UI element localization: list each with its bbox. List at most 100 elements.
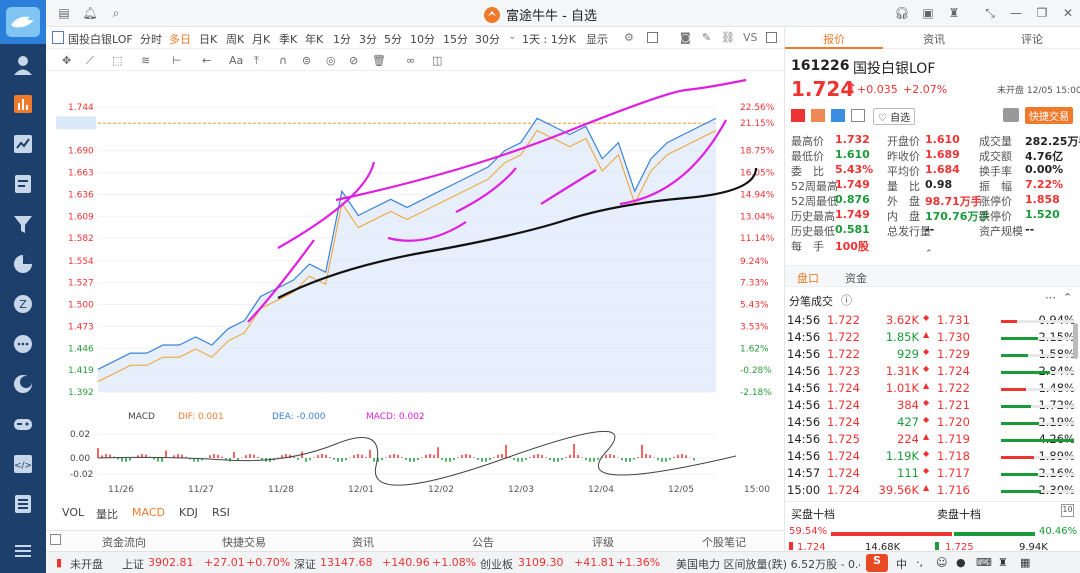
moon-icon[interactable] — [12, 373, 34, 395]
subtab-orderbook[interactable]: 盘口 — [797, 272, 819, 285]
more-icon[interactable]: ⋯ — [1045, 291, 1056, 304]
subtab-funds[interactable]: 资金 — [845, 272, 867, 285]
line-tool-icon[interactable]: ⟋ — [86, 54, 94, 67]
h-line-tool-icon[interactable]: ⊢ — [172, 54, 182, 67]
alert-icon[interactable] — [811, 109, 825, 122]
trend-icon[interactable] — [12, 133, 34, 155]
price-chart[interactable]: 1.74422.56%1.72421.15%1.69018.75%1.66316… — [46, 72, 784, 500]
ime-emoji-icon[interactable]: ☺ — [936, 556, 948, 569]
tab-info[interactable]: 资讯 — [923, 33, 945, 46]
period-tab-3[interactable]: 周K — [226, 33, 245, 46]
period-tab-10[interactable]: 10分 — [410, 33, 435, 46]
period-tab-5[interactable]: 季K — [279, 33, 298, 46]
link-icon[interactable]: ⛓︎ — [721, 31, 735, 44]
trash-icon[interactable]: 🗑︎ — [372, 54, 386, 67]
panel-icon[interactable] — [52, 31, 64, 44]
watchlist-button[interactable]: ♡ 自选 — [873, 108, 916, 125]
collapse-panel-icon[interactable]: ⌃ — [1063, 291, 1073, 304]
indicator-tab-rsi[interactable]: RSI — [212, 506, 230, 519]
search-icon[interactable]: ⌕ — [112, 6, 120, 20]
bag-icon[interactable]: ▣ — [922, 6, 934, 20]
indicator-tab-volratio[interactable]: 量比 — [96, 508, 118, 521]
nav-notes[interactable]: 个股笔记 — [702, 536, 746, 549]
layers-icon[interactable]: ◫ — [432, 54, 443, 67]
info-icon[interactable]: ⓘ — [841, 294, 852, 307]
period-tab-11[interactable]: 15分 — [443, 33, 468, 46]
ime-punct-icon[interactable]: ·, — [916, 556, 923, 569]
depth-toggle-icon[interactable]: 10 — [1061, 504, 1074, 517]
move-icon[interactable]: ✥ — [62, 54, 72, 67]
camera-icon[interactable]: ◙ — [680, 31, 691, 44]
display-select[interactable]: 显示 — [586, 33, 608, 46]
period-tab-12[interactable]: 30分 — [475, 33, 500, 46]
note-icon[interactable] — [851, 109, 865, 122]
period-tab-4[interactable]: 月K — [252, 33, 271, 46]
period-tab-0[interactable]: 分时 — [140, 33, 162, 46]
eye-icon[interactable]: ◎ — [326, 54, 336, 67]
quick-trade-button[interactable]: 快捷交易 — [1025, 107, 1073, 124]
ime-keyboard-icon[interactable]: ⌨ — [976, 556, 992, 569]
restore-icon[interactable]: ❐ — [1036, 6, 1048, 20]
ticks-scrollbar[interactable] — [1073, 323, 1078, 359]
expand-chevron-icon[interactable]: ⌃ — [925, 249, 933, 259]
sh-label[interactable]: 上证 — [122, 558, 144, 571]
text-tool-icon[interactable]: Aa — [229, 54, 244, 67]
period-tab-8[interactable]: 3分 — [359, 33, 377, 46]
app-logo[interactable] — [0, 0, 46, 44]
magnet-icon[interactable]: ∩ — [279, 54, 288, 67]
compare-icon[interactable] — [831, 109, 845, 122]
chat-icon[interactable] — [12, 333, 34, 355]
fib-tool-icon[interactable]: ⤒ — [254, 54, 259, 67]
security-name[interactable]: 国投白银LOF — [68, 33, 133, 46]
nav-announcements[interactable]: 公告 — [472, 536, 494, 549]
tab-quote[interactable]: 报价 — [823, 33, 845, 46]
period-tab-7[interactable]: 1分 — [333, 33, 351, 46]
sz-label[interactable]: 深证 — [294, 558, 316, 571]
wave-tool-icon[interactable]: ≋ — [141, 54, 151, 67]
nav-news[interactable]: 资讯 — [352, 536, 374, 549]
chain-icon[interactable]: ∞ — [406, 54, 416, 67]
report-icon[interactable] — [12, 173, 34, 195]
tab-comments[interactable]: 评论 — [1021, 33, 1043, 46]
nav-ratings[interactable]: 评级 — [592, 536, 614, 549]
code-icon[interactable]: </> — [12, 453, 34, 475]
settings-icon[interactable]: ⚙ — [624, 31, 634, 44]
exchange-icon[interactable]: Z — [12, 293, 34, 315]
game-icon[interactable] — [12, 413, 34, 435]
ime-logo-icon[interactable]: S — [866, 554, 888, 572]
indicator-tab-kdj[interactable]: KDJ — [179, 506, 198, 519]
hide-icon[interactable]: ⊘ — [349, 54, 359, 67]
indicator-tab-vol[interactable]: VOL — [62, 506, 85, 519]
period-tab-6[interactable]: 年K — [305, 33, 324, 46]
menu-icon[interactable] — [12, 540, 34, 562]
lock-icon[interactable]: ⊜ — [302, 54, 312, 67]
ime-mic-icon[interactable]: ● — [956, 556, 966, 569]
notes-icon[interactable] — [12, 493, 34, 515]
minimize-icon[interactable]: — — [1010, 6, 1022, 20]
shirt-icon[interactable]: ♜ — [948, 6, 960, 20]
indicator-tab-macd[interactable]: MACD — [132, 506, 165, 519]
window-icon[interactable] — [50, 534, 61, 545]
market-icon[interactable] — [12, 93, 34, 115]
arrow-tool-icon[interactable]: ← — [202, 54, 212, 67]
close-icon[interactable]: ✕ — [1062, 6, 1074, 20]
news-ticker[interactable]: 美国电力 区间放量(跌) 6.52万股 - 0.4 — [676, 558, 860, 571]
compare-button[interactable]: VS — [743, 31, 758, 44]
bell-alert-icon[interactable] — [1003, 108, 1019, 122]
range-select[interactable]: 1天 : 1分K — [522, 33, 576, 46]
nav-quick-trade[interactable]: 快捷交易 — [222, 536, 266, 549]
user-icon[interactable] — [12, 54, 34, 76]
rect-tool-icon[interactable]: ⬚ — [112, 54, 123, 67]
period-tab-1[interactable]: 多日 — [169, 33, 191, 46]
collapse-icon[interactable]: ⤡ — [985, 6, 995, 20]
layout-icon[interactable]: ▤ — [58, 6, 70, 20]
cy-label[interactable]: 创业板 — [480, 558, 513, 571]
nav-fund-flow[interactable]: 资金流向 — [102, 536, 146, 549]
filter-icon[interactable] — [12, 213, 34, 235]
pie-icon[interactable] — [12, 253, 34, 275]
bell-icon[interactable]: 🔔︎ — [82, 6, 98, 20]
ime-shirt-icon[interactable]: ♜ — [998, 556, 1008, 569]
ime-grid-icon[interactable]: ▦ — [1020, 556, 1031, 569]
layout-toggle-icon[interactable] — [766, 32, 777, 43]
headset-icon[interactable]: 🎧︎ — [894, 6, 910, 20]
